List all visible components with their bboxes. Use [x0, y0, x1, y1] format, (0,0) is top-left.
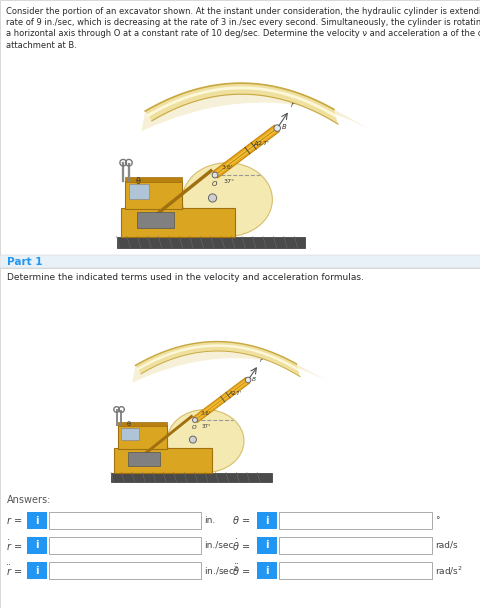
- Circle shape: [189, 436, 196, 443]
- Text: 37°: 37°: [202, 424, 211, 429]
- Bar: [0, 255, 480, 268]
- Text: r: r: [260, 358, 262, 363]
- Text: O: O: [192, 425, 196, 430]
- Bar: [278, 512, 431, 529]
- Text: i: i: [35, 565, 39, 576]
- Text: in.: in.: [204, 516, 215, 525]
- Bar: [0, 255, 480, 268]
- Bar: [49, 562, 201, 579]
- Bar: [49, 512, 201, 529]
- Text: O: O: [211, 181, 216, 187]
- Text: θ: θ: [135, 177, 140, 185]
- Bar: [128, 452, 160, 466]
- Bar: [27, 512, 47, 529]
- Text: 2.7': 2.7': [231, 391, 240, 396]
- Text: A: A: [228, 392, 232, 396]
- Text: rad/s$^2$: rad/s$^2$: [434, 564, 462, 577]
- Bar: [124, 181, 182, 209]
- Bar: [137, 212, 174, 228]
- Bar: [116, 237, 305, 248]
- Bar: [278, 537, 431, 554]
- Bar: [114, 448, 212, 472]
- Bar: [256, 562, 276, 579]
- Text: Consider the portion of an excavator shown. At the instant under consideration, : Consider the portion of an excavator sho…: [6, 7, 480, 16]
- Bar: [49, 537, 201, 554]
- Bar: [27, 537, 47, 554]
- Bar: [0, 0, 480, 255]
- Text: 2.7': 2.7': [257, 140, 269, 146]
- Bar: [256, 512, 276, 529]
- Bar: [120, 208, 235, 237]
- Circle shape: [212, 172, 217, 178]
- Text: Part 1: Part 1: [7, 257, 42, 267]
- Bar: [124, 178, 182, 182]
- Text: $r$ =: $r$ =: [6, 515, 22, 526]
- Text: i: i: [35, 516, 39, 525]
- Text: i: i: [264, 516, 268, 525]
- Text: i: i: [264, 541, 268, 550]
- Text: rate of 9 in./sec, which is decreasing at the rate of 3 in./sec every second. Si: rate of 9 in./sec, which is decreasing a…: [6, 18, 480, 27]
- Bar: [0, 268, 480, 608]
- Text: attachment at B.: attachment at B.: [6, 41, 77, 50]
- Text: A: A: [253, 142, 258, 147]
- Text: i: i: [35, 541, 39, 550]
- Text: $\theta$ =: $\theta$ =: [231, 514, 250, 527]
- Ellipse shape: [167, 410, 243, 472]
- Text: Answers:: Answers:: [7, 495, 51, 505]
- Text: a horizontal axis through O at a constant rate of 10 deg/sec. Determine the velo: a horizontal axis through O at a constan…: [6, 29, 480, 38]
- Text: $\dot{\theta}$ =: $\dot{\theta}$ =: [231, 538, 250, 553]
- Text: 37°: 37°: [223, 179, 234, 184]
- Bar: [27, 562, 47, 579]
- Bar: [256, 537, 276, 554]
- Text: r: r: [290, 102, 294, 108]
- Polygon shape: [145, 83, 337, 124]
- Polygon shape: [132, 342, 334, 385]
- Text: Determine the indicated terms used in the velocity and acceleration formulas.: Determine the indicated terms used in th…: [7, 273, 363, 282]
- Circle shape: [192, 418, 197, 423]
- Text: θ: θ: [127, 421, 131, 427]
- Text: $\ddot{\theta}$ =: $\ddot{\theta}$ =: [231, 563, 250, 578]
- Text: $\dot{r}$ =: $\dot{r}$ =: [6, 539, 22, 553]
- Polygon shape: [141, 83, 378, 134]
- Bar: [121, 427, 139, 440]
- Text: 3.6': 3.6': [200, 412, 210, 416]
- Text: B: B: [251, 377, 255, 382]
- Text: in./sec$^2$: in./sec$^2$: [204, 564, 238, 577]
- Bar: [278, 562, 431, 579]
- Polygon shape: [135, 342, 300, 376]
- Circle shape: [245, 377, 251, 383]
- Text: rad/s: rad/s: [434, 541, 456, 550]
- Bar: [129, 184, 149, 199]
- Circle shape: [208, 194, 216, 202]
- Text: 3.6': 3.6': [221, 165, 233, 170]
- Bar: [118, 422, 167, 426]
- Text: °: °: [434, 516, 439, 525]
- Bar: [118, 425, 167, 449]
- Bar: [111, 472, 271, 482]
- Circle shape: [274, 125, 280, 131]
- Text: $\ddot{r}$ =: $\ddot{r}$ =: [6, 564, 22, 578]
- Ellipse shape: [182, 163, 272, 237]
- Text: i: i: [264, 565, 268, 576]
- Text: B: B: [281, 124, 286, 130]
- Text: in./sec: in./sec: [204, 541, 233, 550]
